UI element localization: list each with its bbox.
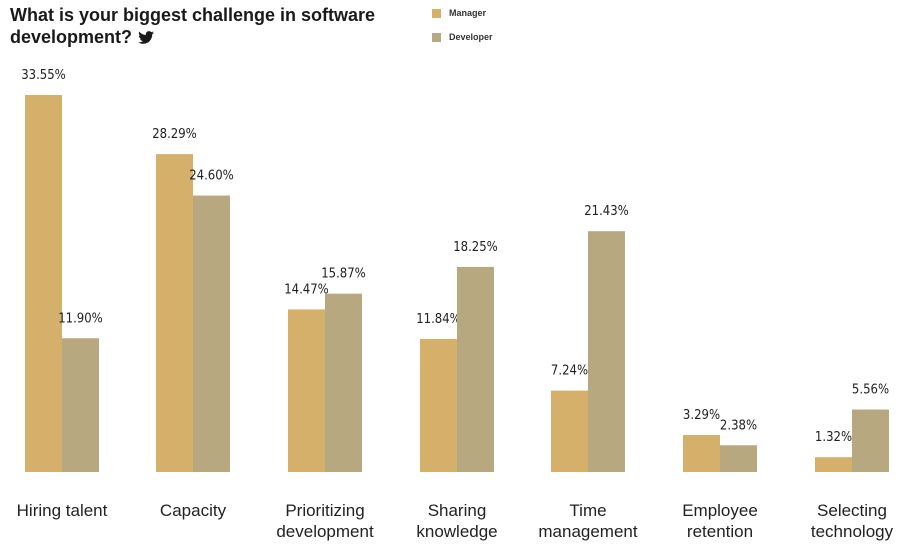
category-label-6: Selecting technology	[811, 501, 894, 541]
value-label-manager-4: 7.24%	[551, 364, 588, 379]
category-label-5: Employee retention	[682, 501, 758, 541]
legend-item-manager[interactable]: Manager	[432, 6, 493, 20]
value-label-developer-5: 2.38%	[720, 418, 757, 433]
legend-label-manager: Manager	[449, 8, 487, 18]
bar-developer-3[interactable]	[457, 266, 494, 472]
category-label-0: Hiring talent	[17, 501, 108, 520]
category-label-2: Prioritizing development	[276, 501, 374, 541]
bar-manager-1[interactable]	[156, 154, 193, 472]
bar-developer-6[interactable]	[852, 409, 889, 472]
value-label-developer-0: 11.90%	[58, 311, 103, 326]
bar-manager-5[interactable]	[683, 435, 720, 472]
chart-title: What is your biggest challenge in softwa…	[10, 5, 376, 47]
legend-label-developer: Developer	[449, 32, 493, 42]
value-label-manager-2: 14.47%	[284, 282, 329, 297]
value-label-manager-5: 3.29%	[683, 408, 720, 423]
category-label-4: Time management	[538, 501, 638, 541]
category-label-3: Sharing knowledge	[416, 501, 497, 541]
bar-manager-2[interactable]	[288, 309, 325, 472]
value-label-developer-4: 21.43%	[584, 204, 629, 219]
bar-developer-2[interactable]	[325, 293, 362, 472]
value-label-manager-3: 11.84%	[416, 312, 461, 327]
category-label-1: Capacity	[160, 501, 227, 520]
legend: Manager Developer	[432, 6, 493, 54]
twitter-icon[interactable]	[138, 31, 154, 44]
bar-manager-6[interactable]	[815, 457, 852, 472]
value-label-manager-0: 33.55%	[21, 68, 66, 83]
bar-developer-5[interactable]	[720, 445, 757, 472]
value-label-developer-6: 5.56%	[852, 383, 889, 398]
bar-manager-0[interactable]	[25, 95, 62, 472]
value-label-developer-1: 24.60%	[189, 169, 234, 184]
legend-swatch-developer	[432, 32, 441, 42]
legend-item-developer[interactable]: Developer	[432, 30, 493, 44]
bar-developer-4[interactable]	[588, 231, 625, 472]
bar-developer-1[interactable]	[193, 195, 230, 472]
value-label-manager-6: 1.32%	[815, 430, 852, 445]
value-label-developer-2: 15.87%	[321, 267, 366, 282]
value-label-developer-3: 18.25%	[453, 240, 498, 255]
bar-manager-4[interactable]	[551, 390, 588, 472]
value-label-manager-1: 28.29%	[152, 127, 197, 142]
bar-manager-3[interactable]	[420, 338, 457, 472]
bar-developer-0[interactable]	[62, 338, 99, 472]
legend-swatch-manager	[432, 8, 441, 18]
